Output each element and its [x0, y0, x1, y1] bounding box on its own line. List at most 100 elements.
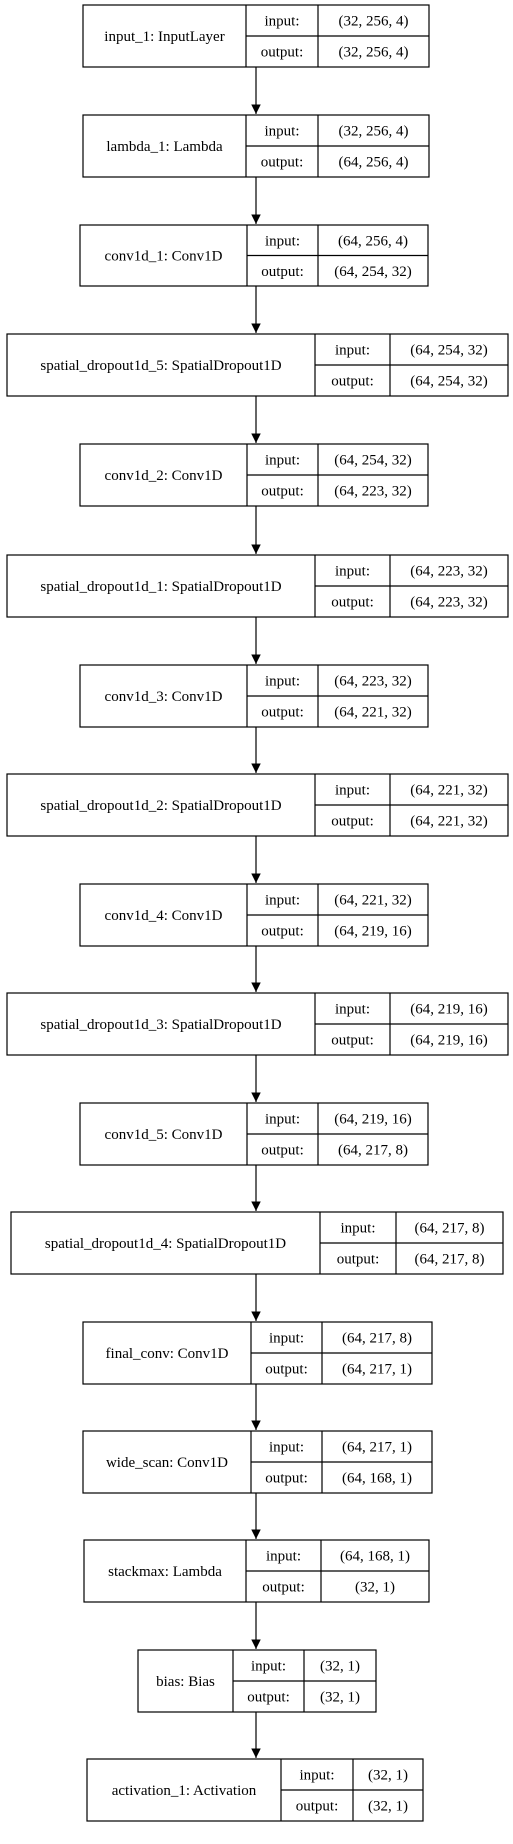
input-label: input:: [335, 783, 370, 799]
input-shape: (64, 221, 32): [410, 783, 488, 799]
input-shape: (64, 217, 8): [415, 1221, 485, 1237]
output-shape: (64, 254, 32): [334, 264, 412, 280]
layer-node: bias: Bias input: output: (32, 1) (32, 1): [137, 1649, 377, 1713]
layer-name: spatial_dropout1d_1: SpatialDropout1D: [40, 579, 281, 595]
layer-node: final_conv: Conv1D input: output: (64, 217,…: [82, 1321, 433, 1385]
input-shape: (64, 219, 16): [410, 1002, 488, 1018]
layer-node: wide_scan: Conv1D input: output: (64, 217, …: [82, 1430, 433, 1494]
layer-node: spatial_dropout1d_3: SpatialDropout1D inp…: [6, 992, 509, 1056]
output-shape: (32, 256, 4): [339, 45, 409, 61]
input-label: input:: [335, 1002, 370, 1018]
layer-name: bias: Bias: [156, 1674, 215, 1690]
layer-node: conv1d_4: Conv1D input: output: (64, 221, 3…: [79, 883, 429, 947]
output-label: output:: [331, 374, 374, 390]
output-label: output:: [262, 1580, 305, 1596]
output-shape: (64, 223, 32): [410, 595, 488, 611]
input-shape: (64, 223, 32): [410, 564, 488, 580]
input-label: input:: [265, 674, 300, 690]
output-label: output:: [261, 705, 304, 721]
output-shape: (64, 217, 8): [338, 1143, 408, 1159]
layer-name: wide_scan: Conv1D: [106, 1455, 228, 1471]
input-label: input:: [299, 1768, 334, 1784]
layer-node: spatial_dropout1d_5: SpatialDropout1D inp…: [6, 333, 509, 397]
input-label: input:: [264, 14, 299, 30]
output-shape: (64, 223, 32): [334, 484, 412, 500]
layer-name: activation_1: Activation: [112, 1783, 257, 1799]
input-label: input:: [266, 1549, 301, 1565]
output-label: output:: [265, 1362, 308, 1378]
output-shape: (64, 221, 32): [410, 814, 488, 830]
output-label: output:: [261, 484, 304, 500]
output-shape: (32, 1): [368, 1799, 408, 1815]
layer-name: stackmax: Lambda: [108, 1564, 222, 1580]
nodes: input_1: InputLayer input: output: (32, 256…: [6, 4, 509, 1822]
layer-node: spatial_dropout1d_2: SpatialDropout1D inp…: [6, 773, 509, 837]
input-label: input:: [269, 1331, 304, 1347]
output-label: output:: [261, 45, 304, 61]
input-shape: (64, 221, 32): [334, 893, 412, 909]
input-label: input:: [265, 453, 300, 469]
layer-name: lambda_1: Lambda: [106, 139, 223, 155]
layer-node: conv1d_5: Conv1D input: output: (64, 219, 1…: [79, 1102, 429, 1166]
output-shape: (64, 217, 8): [415, 1252, 485, 1268]
layer-name: spatial_dropout1d_4: SpatialDropout1D: [45, 1236, 286, 1252]
layer-name: final_conv: Conv1D: [106, 1346, 229, 1362]
output-label: output:: [331, 1033, 374, 1049]
input-shape: (64, 219, 16): [334, 1112, 412, 1128]
input-shape: (32, 1): [368, 1768, 408, 1784]
output-shape: (64, 254, 32): [410, 374, 488, 390]
output-label: output:: [247, 1690, 290, 1706]
input-shape: (64, 254, 32): [410, 343, 488, 359]
layer-node: spatial_dropout1d_4: SpatialDropout1D inp…: [10, 1211, 504, 1275]
layer-name: conv1d_5: Conv1D: [105, 1127, 223, 1143]
input-shape: (64, 256, 4): [338, 233, 408, 249]
output-label: output:: [265, 1471, 308, 1487]
layer-name: conv1d_1: Conv1D: [105, 249, 223, 265]
output-label: output:: [261, 155, 304, 171]
output-label: output:: [331, 814, 374, 830]
output-label: output:: [261, 264, 304, 280]
input-shape: (32, 256, 4): [339, 14, 409, 30]
layer-node: spatial_dropout1d_1: SpatialDropout1D inp…: [6, 554, 509, 618]
input-shape: (64, 223, 32): [334, 674, 412, 690]
layer-name: conv1d_4: Conv1D: [105, 908, 223, 924]
input-label: input:: [265, 1112, 300, 1128]
input-shape: (32, 1): [320, 1659, 360, 1675]
input-shape: (64, 168, 1): [340, 1549, 410, 1565]
output-label: output:: [331, 595, 374, 611]
input-shape: (64, 217, 1): [342, 1440, 412, 1456]
layer-name: spatial_dropout1d_3: SpatialDropout1D: [40, 1017, 281, 1033]
layer-name: conv1d_3: Conv1D: [105, 689, 223, 705]
layer-node: conv1d_2: Conv1D input: output: (64, 254, 3…: [79, 443, 429, 507]
output-shape: (64, 219, 16): [334, 924, 412, 940]
layer-node: input_1: InputLayer input: output: (32, 256…: [82, 4, 430, 68]
layer-node: activation_1: Activation input: output: (32…: [86, 1758, 424, 1822]
input-label: input:: [264, 124, 299, 140]
input-shape: (64, 217, 8): [342, 1331, 412, 1347]
input-label: input:: [265, 233, 300, 249]
output-label: output:: [261, 1143, 304, 1159]
input-label: input:: [265, 893, 300, 909]
layer-name: input_1: InputLayer: [104, 29, 224, 45]
output-shape: (64, 168, 1): [342, 1471, 412, 1487]
input-label: input:: [269, 1440, 304, 1456]
input-label: input:: [340, 1221, 375, 1237]
layer-name: spatial_dropout1d_2: SpatialDropout1D: [40, 798, 281, 814]
output-label: output:: [296, 1799, 339, 1815]
input-label: input:: [251, 1659, 286, 1675]
input-shape: (32, 256, 4): [339, 124, 409, 140]
output-label: output:: [337, 1252, 380, 1268]
input-label: input:: [335, 343, 370, 359]
layer-node: stackmax: Lambda input: output: (64, 168, 1…: [83, 1539, 430, 1603]
output-shape: (32, 1): [320, 1690, 360, 1706]
layer-node: lambda_1: Lambda input: output: (32, 256, 4…: [82, 114, 430, 178]
input-label: input:: [335, 564, 370, 580]
output-shape: (64, 256, 4): [339, 155, 409, 171]
output-shape: (64, 219, 16): [410, 1033, 488, 1049]
output-label: output:: [261, 924, 304, 940]
output-shape: (64, 217, 1): [342, 1362, 412, 1378]
layer-node: conv1d_3: Conv1D input: output: (64, 223, 3…: [79, 664, 429, 728]
layer-name: conv1d_2: Conv1D: [105, 468, 223, 484]
output-shape: (64, 221, 32): [334, 705, 412, 721]
